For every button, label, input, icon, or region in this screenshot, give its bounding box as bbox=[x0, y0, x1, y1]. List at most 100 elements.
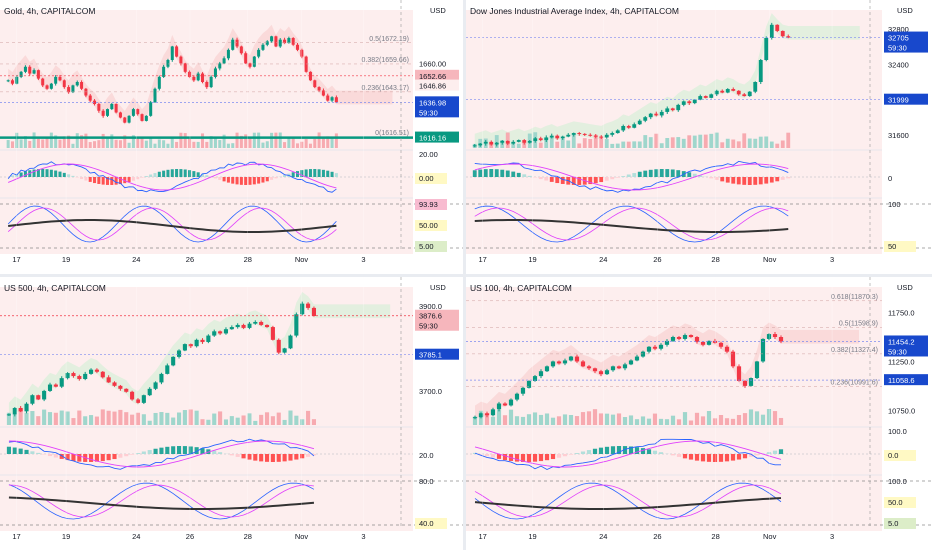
dow-candle-body bbox=[687, 101, 692, 104]
us100-macd-label: 0.0 bbox=[888, 451, 898, 460]
gold-candle-body bbox=[162, 66, 166, 77]
dow-macd-histogram-bar bbox=[753, 177, 758, 185]
gold-volume-bar bbox=[291, 137, 295, 148]
us100-macd-histogram-bar bbox=[556, 454, 562, 458]
gold-macd-histogram-bar bbox=[274, 177, 278, 179]
us500-macd-histogram-bar bbox=[59, 454, 64, 459]
us100-macd-histogram-bar bbox=[634, 447, 640, 454]
gold-candle-body bbox=[144, 115, 148, 121]
gold-macd-histogram-bar bbox=[45, 169, 49, 177]
us500-macd-histogram-bar bbox=[253, 454, 258, 461]
us500-volume-bar bbox=[88, 415, 94, 425]
us500-candle-body bbox=[100, 371, 105, 378]
gold-volume-bar bbox=[283, 142, 287, 148]
gold-candle-body bbox=[67, 87, 71, 93]
dow-macd-histogram-bar bbox=[472, 170, 477, 177]
us500-x-tick: 17 bbox=[12, 532, 20, 541]
dow-macd-histogram-bar bbox=[775, 177, 780, 182]
gold-macd-histogram-bar bbox=[300, 170, 304, 177]
gold-macd-histogram-bar bbox=[261, 177, 265, 183]
gold-macd-histogram-bar bbox=[270, 177, 274, 180]
us100-macd-histogram-bar bbox=[622, 446, 628, 454]
gold-macd-histogram-bar bbox=[162, 170, 166, 177]
dow-macd-label: 0 bbox=[888, 174, 892, 183]
dow-volume-bar bbox=[615, 143, 620, 148]
us500-candle-body bbox=[259, 321, 264, 325]
us100-chart-panel[interactable]: 0.618(11870.3) 0.5(11598.9) 0.382(11327.4)… bbox=[466, 277, 932, 550]
us100-volume-bar bbox=[724, 418, 730, 425]
gold-chart-svg[interactable]: 0.5(1672.19) 0.382(1659.66) 0.236(1643.17)… bbox=[0, 0, 463, 274]
dow-candle-body bbox=[731, 89, 736, 91]
gold-x-tick: Nov bbox=[295, 255, 309, 264]
gold-macd-histogram-bar bbox=[304, 169, 308, 177]
dow-volume-bar bbox=[516, 143, 521, 148]
us100-macd-histogram-bar bbox=[640, 448, 646, 454]
us100-volume-bar bbox=[472, 416, 478, 425]
us500-macd-histogram-bar bbox=[88, 454, 94, 462]
horizontal-divider[interactable] bbox=[0, 274, 932, 277]
dow-chart-panel[interactable]: 32800 32705 59:30 32400 31999 31600 0 100 50 17 19… bbox=[466, 0, 932, 274]
gold-fib-label: 0(1616.51) bbox=[375, 130, 409, 137]
us100-macd-histogram-bar bbox=[712, 454, 718, 462]
us100-macd-histogram-bar bbox=[742, 454, 748, 459]
dow-macd-histogram-bar bbox=[731, 177, 736, 184]
us500-candle-body bbox=[165, 365, 170, 374]
us500-currency-label: USD bbox=[430, 283, 446, 292]
gold-volume-bar bbox=[67, 135, 71, 148]
us500-volume-bar bbox=[182, 410, 187, 425]
us500-candle-body bbox=[212, 331, 217, 336]
gold-volume-bar bbox=[101, 133, 105, 148]
us500-macd-histogram-bar bbox=[294, 454, 299, 460]
us100-price-label: 10750.0 bbox=[888, 406, 915, 415]
gold-x-tick: 3 bbox=[361, 255, 365, 264]
us100-volume-bar bbox=[652, 413, 658, 425]
us500-macd-histogram-bar bbox=[194, 447, 199, 454]
dow-macd-histogram-bar bbox=[621, 176, 626, 177]
gold-macd-histogram-bar bbox=[317, 169, 321, 177]
gold-volume-bar bbox=[123, 135, 127, 148]
gold-volume-bar bbox=[105, 136, 110, 148]
us500-volume-bar bbox=[235, 417, 240, 425]
dow-volume-bar bbox=[544, 137, 549, 148]
dow-volume-bar bbox=[670, 137, 675, 148]
us500-macd-histogram-bar bbox=[77, 454, 82, 462]
gold-candle-body bbox=[334, 97, 338, 103]
gold-candle-body bbox=[6, 80, 10, 82]
gold-macd-histogram-bar bbox=[144, 176, 148, 177]
us100-candle-body bbox=[484, 413, 490, 416]
dow-candle-body bbox=[692, 99, 697, 104]
us100-candle-body bbox=[604, 370, 610, 375]
gold-volume-bar bbox=[114, 139, 118, 148]
dow-volume-bar bbox=[505, 132, 510, 148]
gold-macd-histogram-bar bbox=[175, 169, 179, 177]
dow-macd-histogram-bar bbox=[637, 171, 642, 177]
us500-x-tick: 3 bbox=[361, 532, 365, 541]
us100-volume-bar bbox=[574, 416, 580, 425]
dow-osc-label: 50 bbox=[888, 242, 896, 251]
us500-volume-bar bbox=[83, 416, 88, 425]
us500-chart-panel[interactable]: 3900.0 3876.6 59:30 3785.1 3700.0 20.0 80.0 40.… bbox=[0, 277, 463, 550]
dow-candle-body bbox=[533, 138, 538, 141]
us100-osc-label: 50.0 bbox=[888, 498, 903, 507]
gold-fib-label: 0.5(1672.19) bbox=[369, 36, 409, 43]
gold-candle-body bbox=[149, 102, 153, 116]
gold-volume-bar bbox=[131, 135, 135, 148]
gold-volume-bar bbox=[334, 133, 338, 148]
us100-price-label: 11058.6 bbox=[888, 376, 915, 385]
gold-volume-bar bbox=[58, 139, 62, 148]
dow-volume-bar bbox=[626, 141, 631, 148]
us500-price-label: 3876.6 bbox=[419, 312, 442, 321]
gold-macd-histogram-bar bbox=[257, 177, 261, 184]
us100-volume-bar bbox=[562, 414, 568, 425]
gold-volume-bar bbox=[54, 135, 58, 148]
us500-volume-bar bbox=[282, 419, 287, 425]
gold-candle-body bbox=[127, 115, 131, 123]
dow-price-label: 31999 bbox=[888, 96, 909, 105]
gold-macd-histogram-bar bbox=[218, 177, 222, 180]
gold-chart-panel[interactable]: 0.5(1672.19) 0.382(1659.66) 0.236(1643.17)… bbox=[0, 0, 463, 274]
gold-macd-histogram-bar bbox=[283, 175, 287, 177]
us100-chart-svg[interactable]: 0.618(11870.3) 0.5(11598.9) 0.382(11327.4)… bbox=[466, 277, 932, 550]
gold-candle-body bbox=[261, 44, 265, 50]
